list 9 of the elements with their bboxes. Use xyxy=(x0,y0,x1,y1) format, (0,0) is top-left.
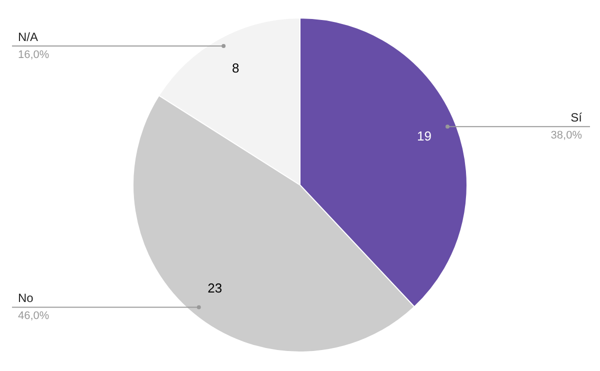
slice-label: Sí xyxy=(570,110,583,125)
text: 16,0% xyxy=(18,48,50,61)
data-label: 8 xyxy=(232,60,240,76)
data-label: 19 xyxy=(416,128,432,144)
text: 46,0% xyxy=(18,310,50,322)
text: 38,0% xyxy=(550,130,582,142)
data-label: 23 xyxy=(208,280,222,296)
slice-label: No xyxy=(18,291,34,306)
slice-label: N/A xyxy=(18,30,38,44)
